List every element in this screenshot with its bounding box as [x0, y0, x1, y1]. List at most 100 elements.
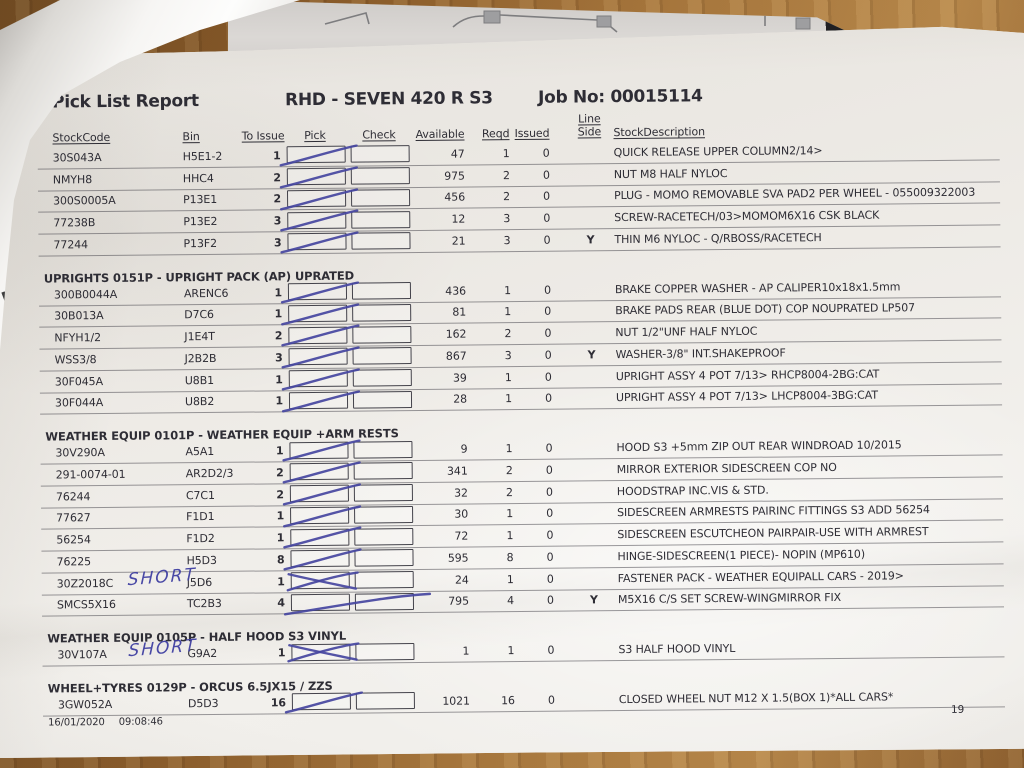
pick-mark-ink: [280, 439, 362, 463]
header-pick: Pick: [304, 128, 326, 143]
issued-cell: 0: [545, 441, 553, 455]
pick-mark-ink: [279, 281, 361, 304]
stock-code-cell: 3GW052A: [57, 697, 113, 712]
stock-code-cell: SMCS5X16: [56, 598, 116, 612]
pick-mark-ink: [281, 483, 363, 506]
stock-description-cell: HINGE-SIDESCREEN(1 PIECE)- NOPIN (MP610): [617, 547, 866, 563]
to-issue-cell: 2: [274, 329, 283, 343]
stock-description-cell: M5X16 C/S SET SCREW-WINGMIRROR FIX: [617, 591, 842, 607]
to-issue-cell: 4: [277, 596, 286, 610]
bin-cell: P13F2: [183, 236, 218, 250]
to-issue-cell: 1: [275, 394, 284, 408]
line-side-cell: Y: [586, 233, 595, 247]
stock-description-cell: HOODSTRAP INC.VIS & STD.: [616, 483, 769, 498]
stock-code-cell: 56254: [56, 533, 91, 547]
table-row: NFYH1/2 J1E4T 2 162 2 0 NUT 1/2"UNF HALF…: [39, 318, 1002, 350]
bin-cell: ARENC6: [183, 286, 229, 300]
stock-description-cell: UPRIGHT ASSY 4 POT 7/13> RHCP8004-2BG:CA…: [615, 367, 880, 383]
header-stock-description: StockDescription: [613, 125, 706, 140]
stock-description-cell: MIRROR EXTERIOR SIDESCREEN COP NO: [616, 460, 837, 476]
stock-code-cell: 77238B: [53, 216, 96, 230]
stock-description-cell: BRAKE PADS REAR (BLUE DOT) COP NOUPRATED…: [615, 301, 916, 318]
to-issue-cell: 1: [273, 149, 281, 163]
issued-cell: 0: [547, 693, 555, 707]
bin-cell: J2B2B: [184, 351, 217, 365]
table-row: 76244 C7C1 2 32 2 0 HOODSTRAP INC.VIS & …: [40, 477, 1003, 509]
bin-cell: D7C6: [184, 308, 214, 322]
stock-code-cell: NMYH8: [52, 172, 93, 186]
issued-cell: 0: [547, 643, 555, 657]
stock-description-cell: PLUG - MOMO REMOVABLE SVA PAD2 PER WHEEL…: [613, 185, 976, 203]
stock-description-cell: HOOD S3 +5mm ZIP OUT REAR WINDROAD 10/20…: [616, 438, 902, 455]
stock-code-cell: NFYH1/2: [54, 331, 102, 345]
bin-cell: H5E1-2: [182, 149, 223, 163]
table-row: 30V290A A5A1 1 9 1 0 HOOD S3 +5mm ZIP OU…: [40, 433, 1003, 465]
line-side-cell: Y: [589, 593, 598, 607]
issued-cell: 0: [546, 593, 554, 608]
stock-description-cell: UPRIGHT ASSY 4 POT 7/13> LHCP8004-3BG:CA…: [615, 388, 878, 405]
stock-description-cell: CLOSED WHEEL NUT M12 X 1.5(BOX 1)*ALL CA…: [618, 690, 894, 706]
issued-cell: 0: [544, 326, 552, 340]
bin-cell: AR2D2/3: [185, 466, 234, 480]
bin-cell: D5D3: [187, 696, 219, 710]
stock-description-cell: SIDESCREEN ARMRESTS PAIRINC FITTINGS S3 …: [617, 503, 930, 520]
stock-code-cell: 30Z2018C: [56, 576, 114, 590]
bin-cell: J1E4T: [184, 329, 215, 344]
stock-code-cell: 291-0074-01: [55, 467, 126, 482]
bin-cell: F1D2: [186, 531, 215, 546]
pick-mark-ink: [283, 691, 365, 715]
pick-mark-ink: [278, 187, 360, 211]
pick-mark-ink: [279, 346, 361, 370]
table-row: NMYH8 HHC4 2 975 2 0 NUT M8 HALF NYLOC: [37, 160, 1000, 192]
issued-cell: 0: [545, 391, 553, 406]
issued-cell: 0: [544, 348, 552, 362]
table-row: 30F045A U8B1 1 39 1 0 UPRIGHT ASSY 4 POT…: [39, 362, 1002, 394]
issued-cell: 0: [545, 485, 553, 499]
table-row: 30V107A SHORT G9A2 1 1 1 0 S3 HALF HOOD …: [42, 635, 1005, 667]
header-line-side: Line Side: [572, 112, 606, 138]
pick-mark-ink: [278, 231, 360, 255]
header-side: Side: [577, 125, 602, 139]
stock-code-cell: 300B0044A: [53, 287, 118, 301]
table-row: 77238B P13E2 3 12 3 0 SCREW-RACETECH/03>…: [38, 203, 1001, 235]
table-row: 300S0005A P13E1 2 456 2 0 PLUG - MOMO RE…: [37, 181, 1001, 213]
print-time: 09:08:46: [118, 716, 163, 728]
stock-description-cell: NUT 1/2"UNF HALF NYLOC: [615, 324, 758, 340]
issued-cell: 0: [543, 189, 551, 204]
to-issue-cell: 2: [273, 192, 282, 206]
page-number: 19: [950, 703, 965, 716]
pick-mark-ink: [282, 570, 364, 593]
table-row: 3GW052A D5D3 16 1021 16 0 CLOSED WHEEL N…: [42, 685, 1005, 717]
stock-code-cell: WSS3/8: [54, 352, 97, 367]
to-issue-cell: 3: [273, 214, 282, 228]
bin-cell: A5A1: [185, 444, 215, 459]
pick-list-document: Pick List Report RHD - SEVEN 420 R S3 Jo…: [37, 81, 1005, 729]
stock-description-cell: NUT M8 HALF NYLOC: [613, 166, 728, 181]
stock-description-cell: SIDESCREEN ESCUTCHEON PAIRPAIR-USE WITH …: [617, 525, 929, 542]
stock-description-cell: SCREW-RACETECH/03>MOMOM6X16 CSK BLACK: [614, 208, 880, 225]
stock-description-cell: FASTENER PACK - WEATHER EQUIPALL CARS - …: [617, 568, 904, 585]
to-issue-cell: 2: [273, 170, 281, 184]
to-issue-cell: 16: [270, 696, 286, 710]
pick-mark-ink: [282, 642, 364, 665]
issued-cell: 0: [543, 211, 551, 225]
to-issue-cell: 1: [277, 574, 285, 588]
job-number: Job No: 00015114: [538, 86, 703, 108]
pick-mark-ink: [278, 166, 360, 189]
to-issue-cell: 8: [276, 553, 285, 567]
table-row: 291-0074-01 AR2D2/3 2 341 2 0 MIRROR EXT…: [40, 455, 1003, 487]
report-title: Pick List Report: [52, 91, 199, 113]
issued-cell: 0: [546, 572, 554, 586]
bin-cell: P13E2: [183, 214, 218, 229]
header-bin: Bin: [182, 130, 200, 144]
vehicle-title: RHD - SEVEN 420 R S3: [285, 88, 493, 111]
header-issued: Issued: [514, 126, 550, 141]
to-issue-cell: 1: [275, 372, 283, 386]
to-issue-cell: 1: [274, 307, 283, 321]
pick-mark-ink: [281, 504, 363, 528]
pick-mark-ink: [280, 389, 362, 413]
header-stock-code: StockCode: [52, 130, 111, 145]
stock-code-cell: 77627: [56, 511, 91, 525]
